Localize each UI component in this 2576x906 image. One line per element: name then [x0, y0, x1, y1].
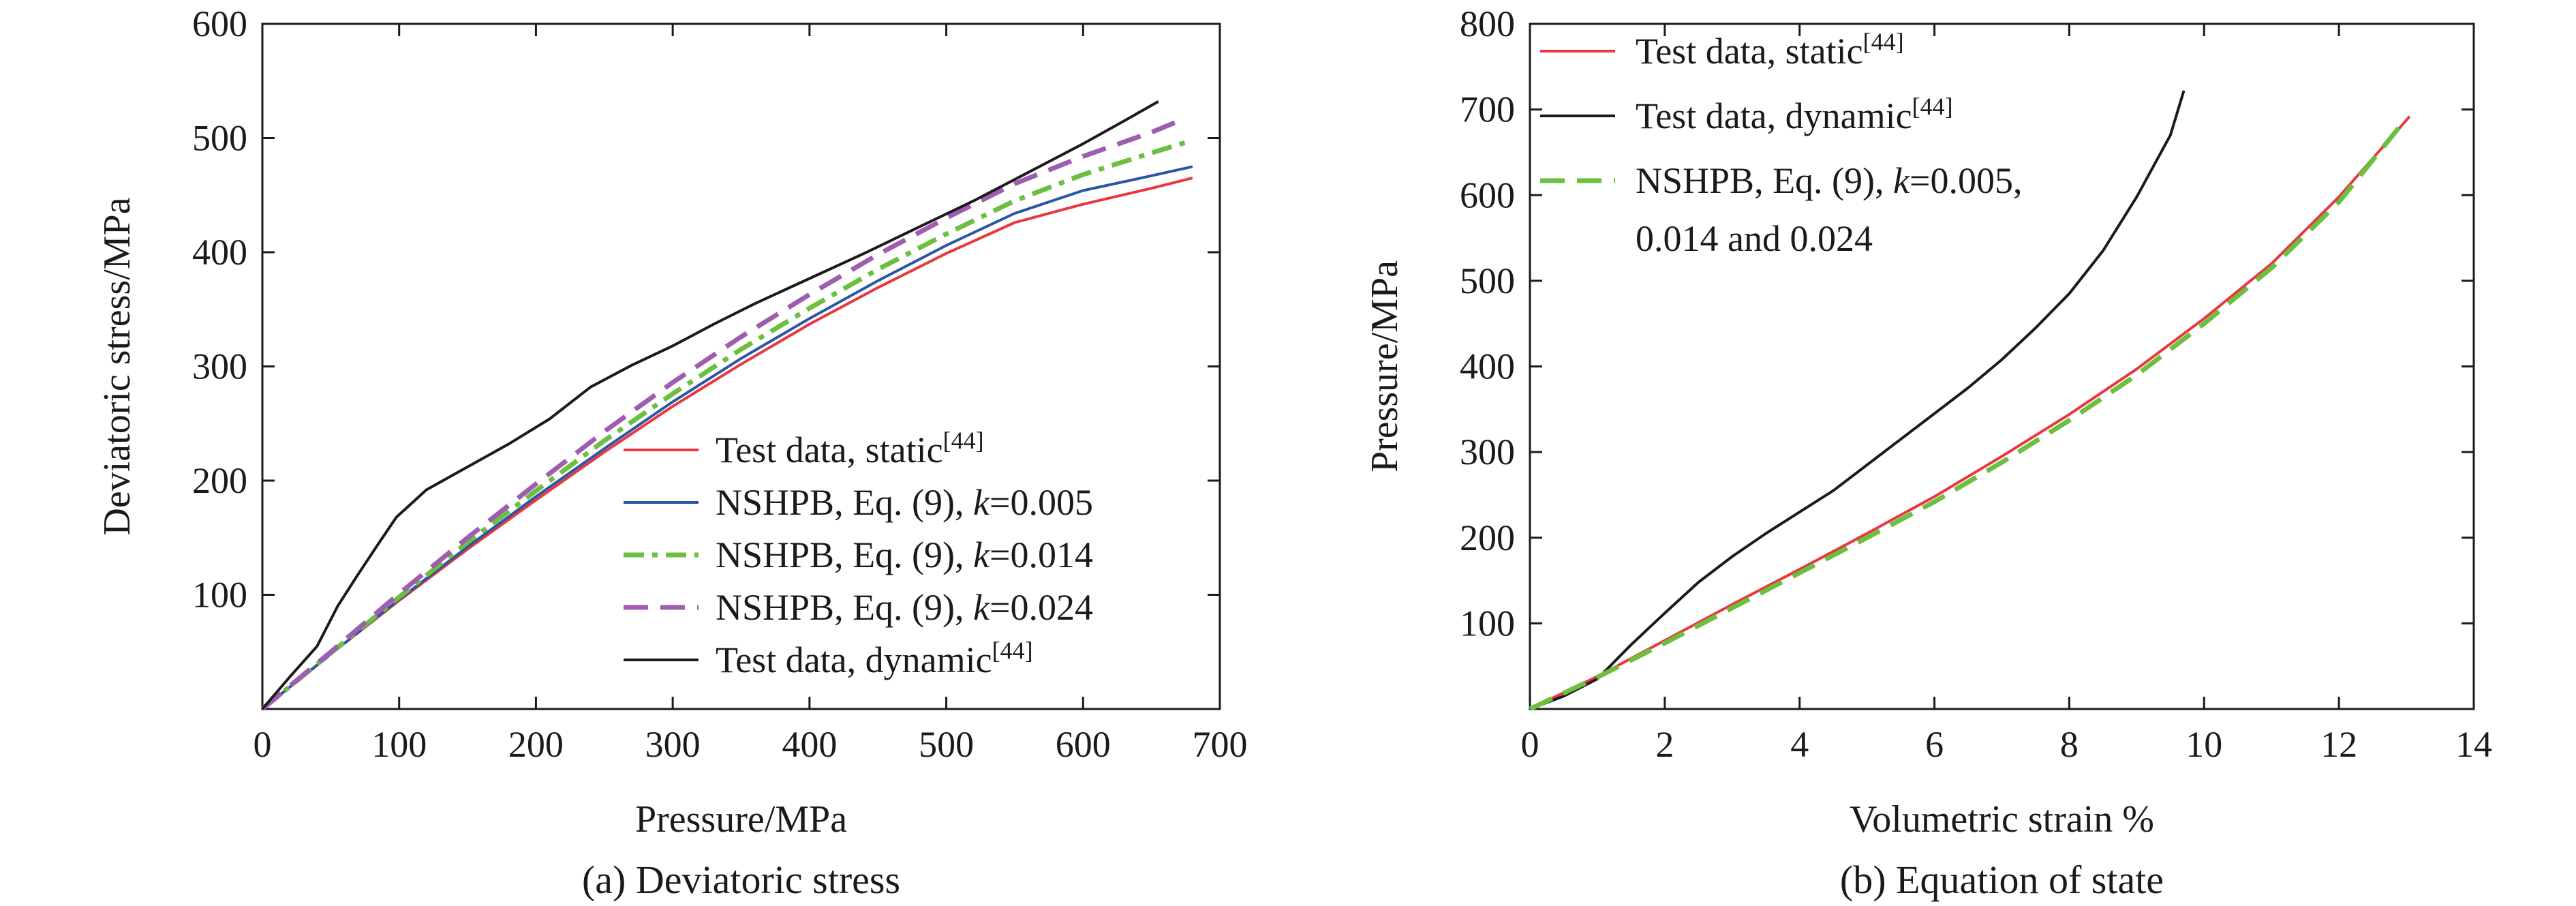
legend-entry-label: NSHPB, Eq. (9), k=0.005	[716, 482, 1093, 523]
x-tick-label: 0	[1521, 724, 1539, 765]
series-line-3	[260, 138, 1193, 711]
series-line-2	[1529, 90, 2186, 710]
y-tick-label: 500	[192, 118, 247, 159]
y-tick-label: 500	[1460, 260, 1515, 301]
panel-caption: (a) Deviatoric stress	[582, 858, 900, 902]
y-tick-label: 100	[1460, 603, 1515, 644]
x-tick-label: 700	[1193, 724, 1248, 765]
legend-entry-label-continued: 0.014 and 0.024	[1636, 218, 1873, 259]
y-tick-label: 100	[192, 575, 247, 616]
series-line-3	[1529, 125, 2402, 712]
legend-entry-label: NSHPB, Eq. (9), k=0.024	[716, 587, 1093, 628]
legend-entry-label: Test data, static[44]	[716, 427, 984, 470]
legend: Test data, static[44] Test data, dynamic[…	[1540, 28, 2022, 259]
x-tick-label: 4	[1790, 724, 1809, 765]
x-tick-label: 8	[2060, 724, 2079, 765]
panel-caption: (b) Equation of state	[1840, 858, 2164, 902]
series-line-1	[1529, 115, 2411, 710]
panel-a-deviatoric-stress: 0 100 200 300 400 500 600 700 100 200 300 400 500 600…	[96, 3, 1248, 902]
x-tick-label: 0	[254, 724, 272, 765]
series-line-2	[261, 165, 1193, 710]
y-tick-label: 300	[1460, 432, 1515, 472]
legend-entry-label: Test data, static[44]	[1636, 28, 1904, 72]
x-tick-label: 300	[645, 724, 701, 765]
y-tick-label: 600	[192, 3, 247, 44]
x-tick-label: 2	[1655, 724, 1674, 765]
y-tick-label: 400	[1460, 346, 1515, 387]
x-tick-label: 6	[1925, 724, 1944, 765]
x-tick-label: 500	[919, 724, 974, 765]
x-tick-label: 400	[782, 724, 837, 765]
x-tick-label: 12	[2320, 724, 2357, 765]
x-axis-label: Volumetric strain %	[1850, 798, 2154, 841]
y-tick-label: 300	[192, 346, 247, 387]
x-axis-label: Pressure/MPa	[635, 798, 847, 841]
x-tick-label: 200	[508, 724, 564, 765]
y-tick-label: 700	[1460, 89, 1515, 130]
y-tick-label: 800	[1460, 3, 1515, 44]
series-line-4	[260, 119, 1180, 711]
legend-entry-label: NSHPB, Eq. (9), k=0.005,	[1636, 160, 2022, 201]
legend-entry-label: NSHPB, Eq. (9), k=0.014	[716, 534, 1093, 575]
y-tick-label: 200	[1460, 517, 1515, 558]
x-tick-label: 14	[2455, 724, 2492, 765]
y-tick-label: 400	[192, 232, 247, 273]
y-tick-label: 600	[1460, 175, 1515, 215]
x-tick-label: 100	[371, 724, 427, 765]
x-tick-label: 600	[1056, 724, 1111, 765]
y-axis-label: Pressure/MPa	[1364, 260, 1406, 472]
y-tick-label: 200	[192, 460, 247, 501]
y-axis-label: Deviatoric stress/MPa	[96, 197, 138, 535]
legend: Test data, static[44] NSHPB, Eq. (9), k=0…	[624, 427, 1093, 680]
x-tick-label: 10	[2186, 724, 2222, 765]
legend-entry-label: Test data, dynamic[44]	[716, 637, 1033, 680]
series-line-5	[261, 100, 1159, 710]
panel-b-equation-of-state: 0 2 4 6 8 10 12 14 100 200 300 400 500 600 700 800 Volum…	[1364, 3, 2492, 902]
legend-entry-label: Test data, dynamic[44]	[1636, 93, 1953, 136]
